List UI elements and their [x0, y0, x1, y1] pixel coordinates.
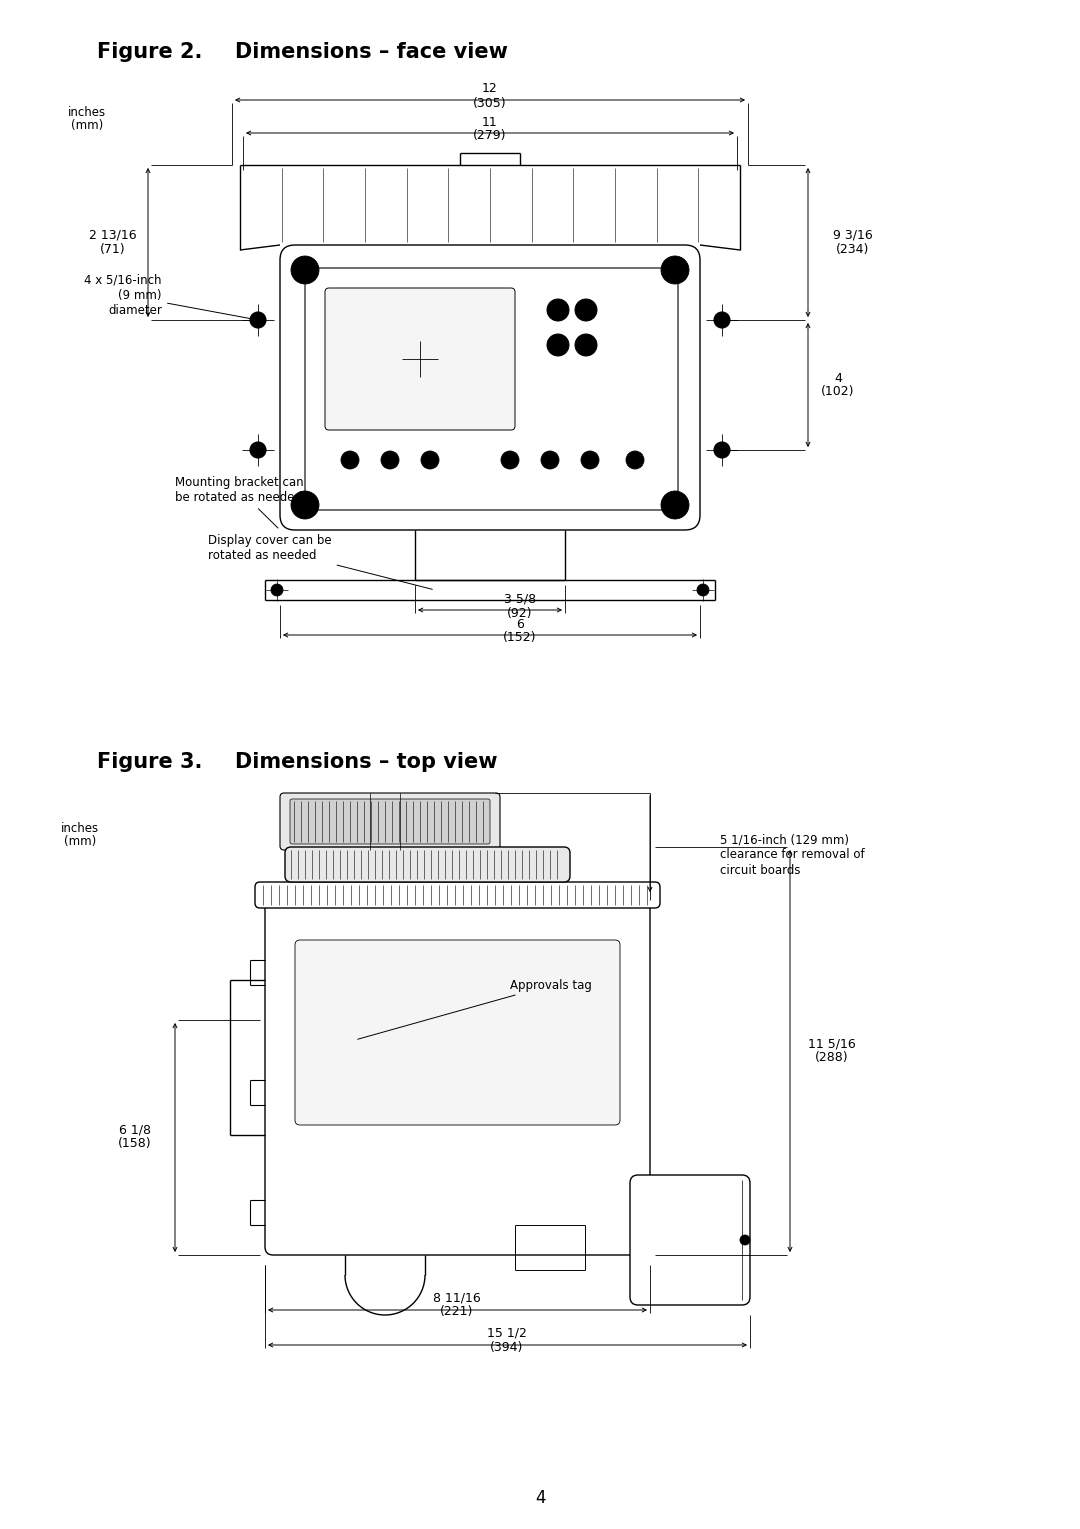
Circle shape — [626, 451, 644, 469]
Text: Display cover can be
rotated as needed: Display cover can be rotated as needed — [208, 534, 432, 589]
Text: inches: inches — [60, 821, 99, 835]
FancyBboxPatch shape — [265, 901, 650, 1255]
Text: Figure 3.: Figure 3. — [97, 752, 202, 772]
FancyBboxPatch shape — [291, 800, 490, 844]
Text: (234): (234) — [836, 243, 869, 255]
Circle shape — [575, 333, 597, 356]
Text: circuit boards: circuit boards — [720, 864, 800, 876]
Circle shape — [697, 584, 708, 596]
Circle shape — [661, 255, 689, 284]
Circle shape — [291, 255, 319, 284]
Text: (305): (305) — [473, 96, 507, 110]
Text: Mounting bracket can
be rotated as needed: Mounting bracket can be rotated as neede… — [175, 476, 303, 528]
Circle shape — [249, 312, 266, 329]
Text: (mm): (mm) — [71, 119, 103, 133]
Text: (71): (71) — [100, 243, 125, 255]
Text: 12: 12 — [482, 83, 498, 95]
Text: (288): (288) — [815, 1052, 849, 1064]
Circle shape — [581, 451, 599, 469]
Circle shape — [501, 451, 519, 469]
Circle shape — [421, 451, 438, 469]
Text: 4: 4 — [834, 372, 842, 384]
Text: Approvals tag: Approvals tag — [357, 979, 592, 1040]
FancyBboxPatch shape — [325, 287, 515, 430]
Text: Figure 2.: Figure 2. — [97, 41, 202, 63]
Text: clearance for removal of: clearance for removal of — [720, 849, 865, 861]
Circle shape — [740, 1235, 750, 1245]
Circle shape — [714, 442, 730, 459]
Text: 6: 6 — [516, 618, 524, 630]
Text: (mm): (mm) — [64, 835, 96, 849]
FancyBboxPatch shape — [280, 245, 700, 531]
Text: Dimensions – face view: Dimensions – face view — [235, 41, 508, 63]
Circle shape — [381, 451, 399, 469]
Text: 4: 4 — [535, 1489, 545, 1508]
Text: (92): (92) — [508, 607, 532, 619]
FancyBboxPatch shape — [285, 847, 570, 882]
Text: 5 1/16-inch (129 mm): 5 1/16-inch (129 mm) — [720, 833, 849, 847]
Circle shape — [291, 491, 319, 518]
Circle shape — [546, 333, 569, 356]
Circle shape — [249, 442, 266, 459]
Text: (158): (158) — [118, 1138, 152, 1150]
Text: (102): (102) — [821, 385, 854, 399]
Text: 2 13/16: 2 13/16 — [90, 228, 137, 242]
Text: 8 11/16: 8 11/16 — [433, 1292, 481, 1304]
FancyBboxPatch shape — [255, 882, 660, 908]
Text: (279): (279) — [473, 130, 507, 142]
Text: (221): (221) — [441, 1306, 474, 1318]
Circle shape — [541, 451, 559, 469]
Circle shape — [661, 491, 689, 518]
FancyBboxPatch shape — [280, 794, 500, 850]
Text: 6 1/8: 6 1/8 — [119, 1124, 151, 1136]
FancyBboxPatch shape — [305, 268, 678, 511]
FancyBboxPatch shape — [630, 1174, 750, 1304]
Text: 15 1/2: 15 1/2 — [487, 1327, 527, 1339]
Text: Dimensions – top view: Dimensions – top view — [235, 752, 498, 772]
Text: inches: inches — [68, 106, 106, 119]
Text: 11 5/16: 11 5/16 — [808, 1038, 855, 1050]
Text: 11: 11 — [482, 116, 498, 128]
Circle shape — [575, 300, 597, 321]
Text: 3 5/8: 3 5/8 — [504, 593, 536, 605]
Circle shape — [714, 312, 730, 329]
Text: (394): (394) — [490, 1341, 524, 1353]
Circle shape — [546, 300, 569, 321]
Circle shape — [271, 584, 283, 596]
Text: 9 3/16: 9 3/16 — [833, 228, 873, 242]
FancyBboxPatch shape — [295, 940, 620, 1125]
Text: (152): (152) — [503, 631, 537, 645]
Text: 4 x 5/16-inch
(9 mm)
diameter: 4 x 5/16-inch (9 mm) diameter — [84, 274, 255, 320]
Circle shape — [341, 451, 359, 469]
